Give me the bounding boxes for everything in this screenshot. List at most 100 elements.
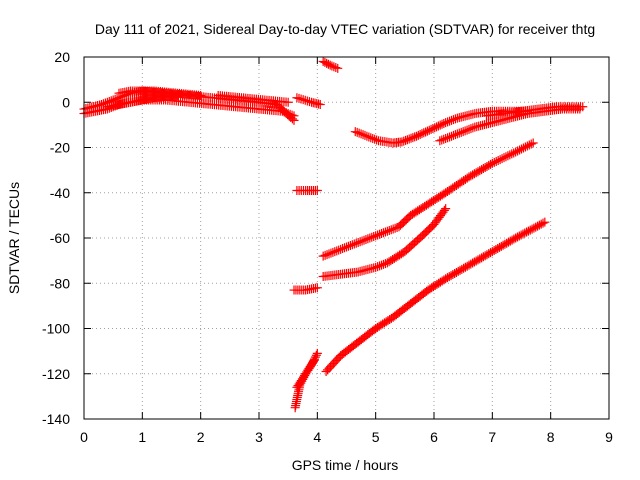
- data-point: [406, 133, 416, 143]
- x-axis-label: GPS time / hours: [292, 457, 399, 473]
- data-point: [369, 231, 379, 241]
- data-point: [336, 244, 346, 254]
- x-tick-label: 8: [547, 429, 555, 445]
- data-point: [390, 223, 400, 233]
- data-point: [448, 115, 458, 125]
- data-point: [527, 224, 537, 234]
- data-point: [402, 135, 412, 145]
- data-point: [417, 129, 427, 139]
- data-point: [522, 227, 532, 237]
- axis-tick-labels: 0 1 2 3 4 5 6 7 8 9 -140 -120 -100 -80 -60 -40 -20 0 20: [42, 49, 613, 445]
- data-point: [359, 235, 369, 245]
- data-point: [497, 154, 507, 164]
- data-point: [382, 226, 392, 236]
- data-point: [439, 205, 449, 215]
- data-point: [408, 133, 418, 143]
- data-point: [486, 159, 496, 169]
- data-point: [450, 114, 460, 124]
- data-point: [533, 221, 543, 231]
- data-point: [509, 148, 519, 158]
- data-point: [328, 247, 338, 257]
- data-point: [441, 118, 451, 128]
- x-tick-label: 6: [430, 429, 438, 445]
- data-point: [334, 245, 344, 255]
- data-point: [441, 204, 451, 214]
- data-point: [349, 239, 359, 249]
- data-point: [540, 217, 550, 227]
- data-point: [435, 136, 445, 146]
- x-tick-label: 2: [197, 429, 205, 445]
- data-point: [426, 124, 436, 134]
- data-point: [294, 93, 304, 103]
- data-point: [373, 262, 383, 272]
- data-point: [464, 124, 474, 134]
- data-point: [112, 93, 122, 103]
- data-point: [384, 225, 394, 235]
- data-point: [340, 243, 350, 253]
- data-point: [503, 151, 513, 161]
- chart-title: Day 111 of 2021, Sidereal Day-to-day VTE…: [95, 21, 595, 37]
- data-point: [531, 222, 541, 232]
- data-point: [424, 125, 434, 135]
- x-tick-label: 0: [80, 429, 88, 445]
- data-point: [534, 220, 544, 230]
- data-point: [456, 127, 466, 137]
- data-point: [536, 219, 546, 229]
- data-point: [373, 230, 383, 240]
- data-point: [432, 122, 442, 132]
- data-point: [515, 145, 525, 155]
- data-point: [322, 250, 332, 260]
- data-point: [296, 94, 306, 104]
- data-point: [452, 129, 462, 139]
- data-point: [412, 131, 421, 141]
- data-point: [345, 241, 355, 251]
- y-tick-label: -20: [50, 140, 70, 156]
- data-point: [517, 144, 526, 154]
- data-point: [439, 118, 449, 128]
- data-point: [371, 262, 381, 272]
- data-point: [110, 94, 120, 104]
- data-point: [353, 238, 363, 248]
- data-point: [413, 130, 423, 140]
- y-tick-label: -120: [42, 366, 70, 382]
- data-point: [318, 251, 328, 261]
- data-point: [287, 114, 297, 124]
- data-point: [454, 128, 464, 138]
- series-arc-d: [102, 90, 182, 112]
- data-point: [501, 152, 511, 162]
- data-point: [309, 355, 319, 365]
- data-point: [371, 231, 381, 241]
- data-point: [528, 138, 538, 148]
- data-point: [343, 241, 353, 251]
- data-point: [357, 236, 367, 246]
- y-tick-label: -40: [50, 185, 70, 201]
- data-point: [437, 119, 447, 129]
- data-point: [450, 130, 460, 140]
- data-point: [300, 95, 310, 105]
- data-point: [320, 250, 330, 260]
- data-point: [513, 146, 523, 156]
- y-tick-label: -100: [42, 321, 70, 337]
- data-point: [526, 139, 536, 149]
- data-point: [495, 155, 505, 165]
- y-tick-label: -60: [50, 230, 70, 246]
- data-point: [578, 102, 588, 112]
- data-point: [351, 238, 361, 248]
- series-arc-f: [292, 93, 325, 110]
- data-point: [525, 225, 535, 235]
- data-point: [365, 233, 375, 243]
- data-point: [358, 130, 368, 140]
- data-point: [435, 120, 445, 130]
- data-point: [311, 350, 321, 360]
- series-arc-l: [289, 283, 322, 295]
- data-point: [97, 100, 106, 110]
- x-tick-label: 9: [605, 429, 613, 445]
- data-point: [342, 242, 351, 252]
- data-point: [289, 115, 299, 125]
- data-point: [421, 127, 431, 137]
- data-point: [493, 156, 503, 166]
- data-point: [443, 133, 453, 143]
- data-point: [445, 132, 455, 142]
- data-point: [511, 147, 521, 157]
- data-point: [338, 244, 348, 254]
